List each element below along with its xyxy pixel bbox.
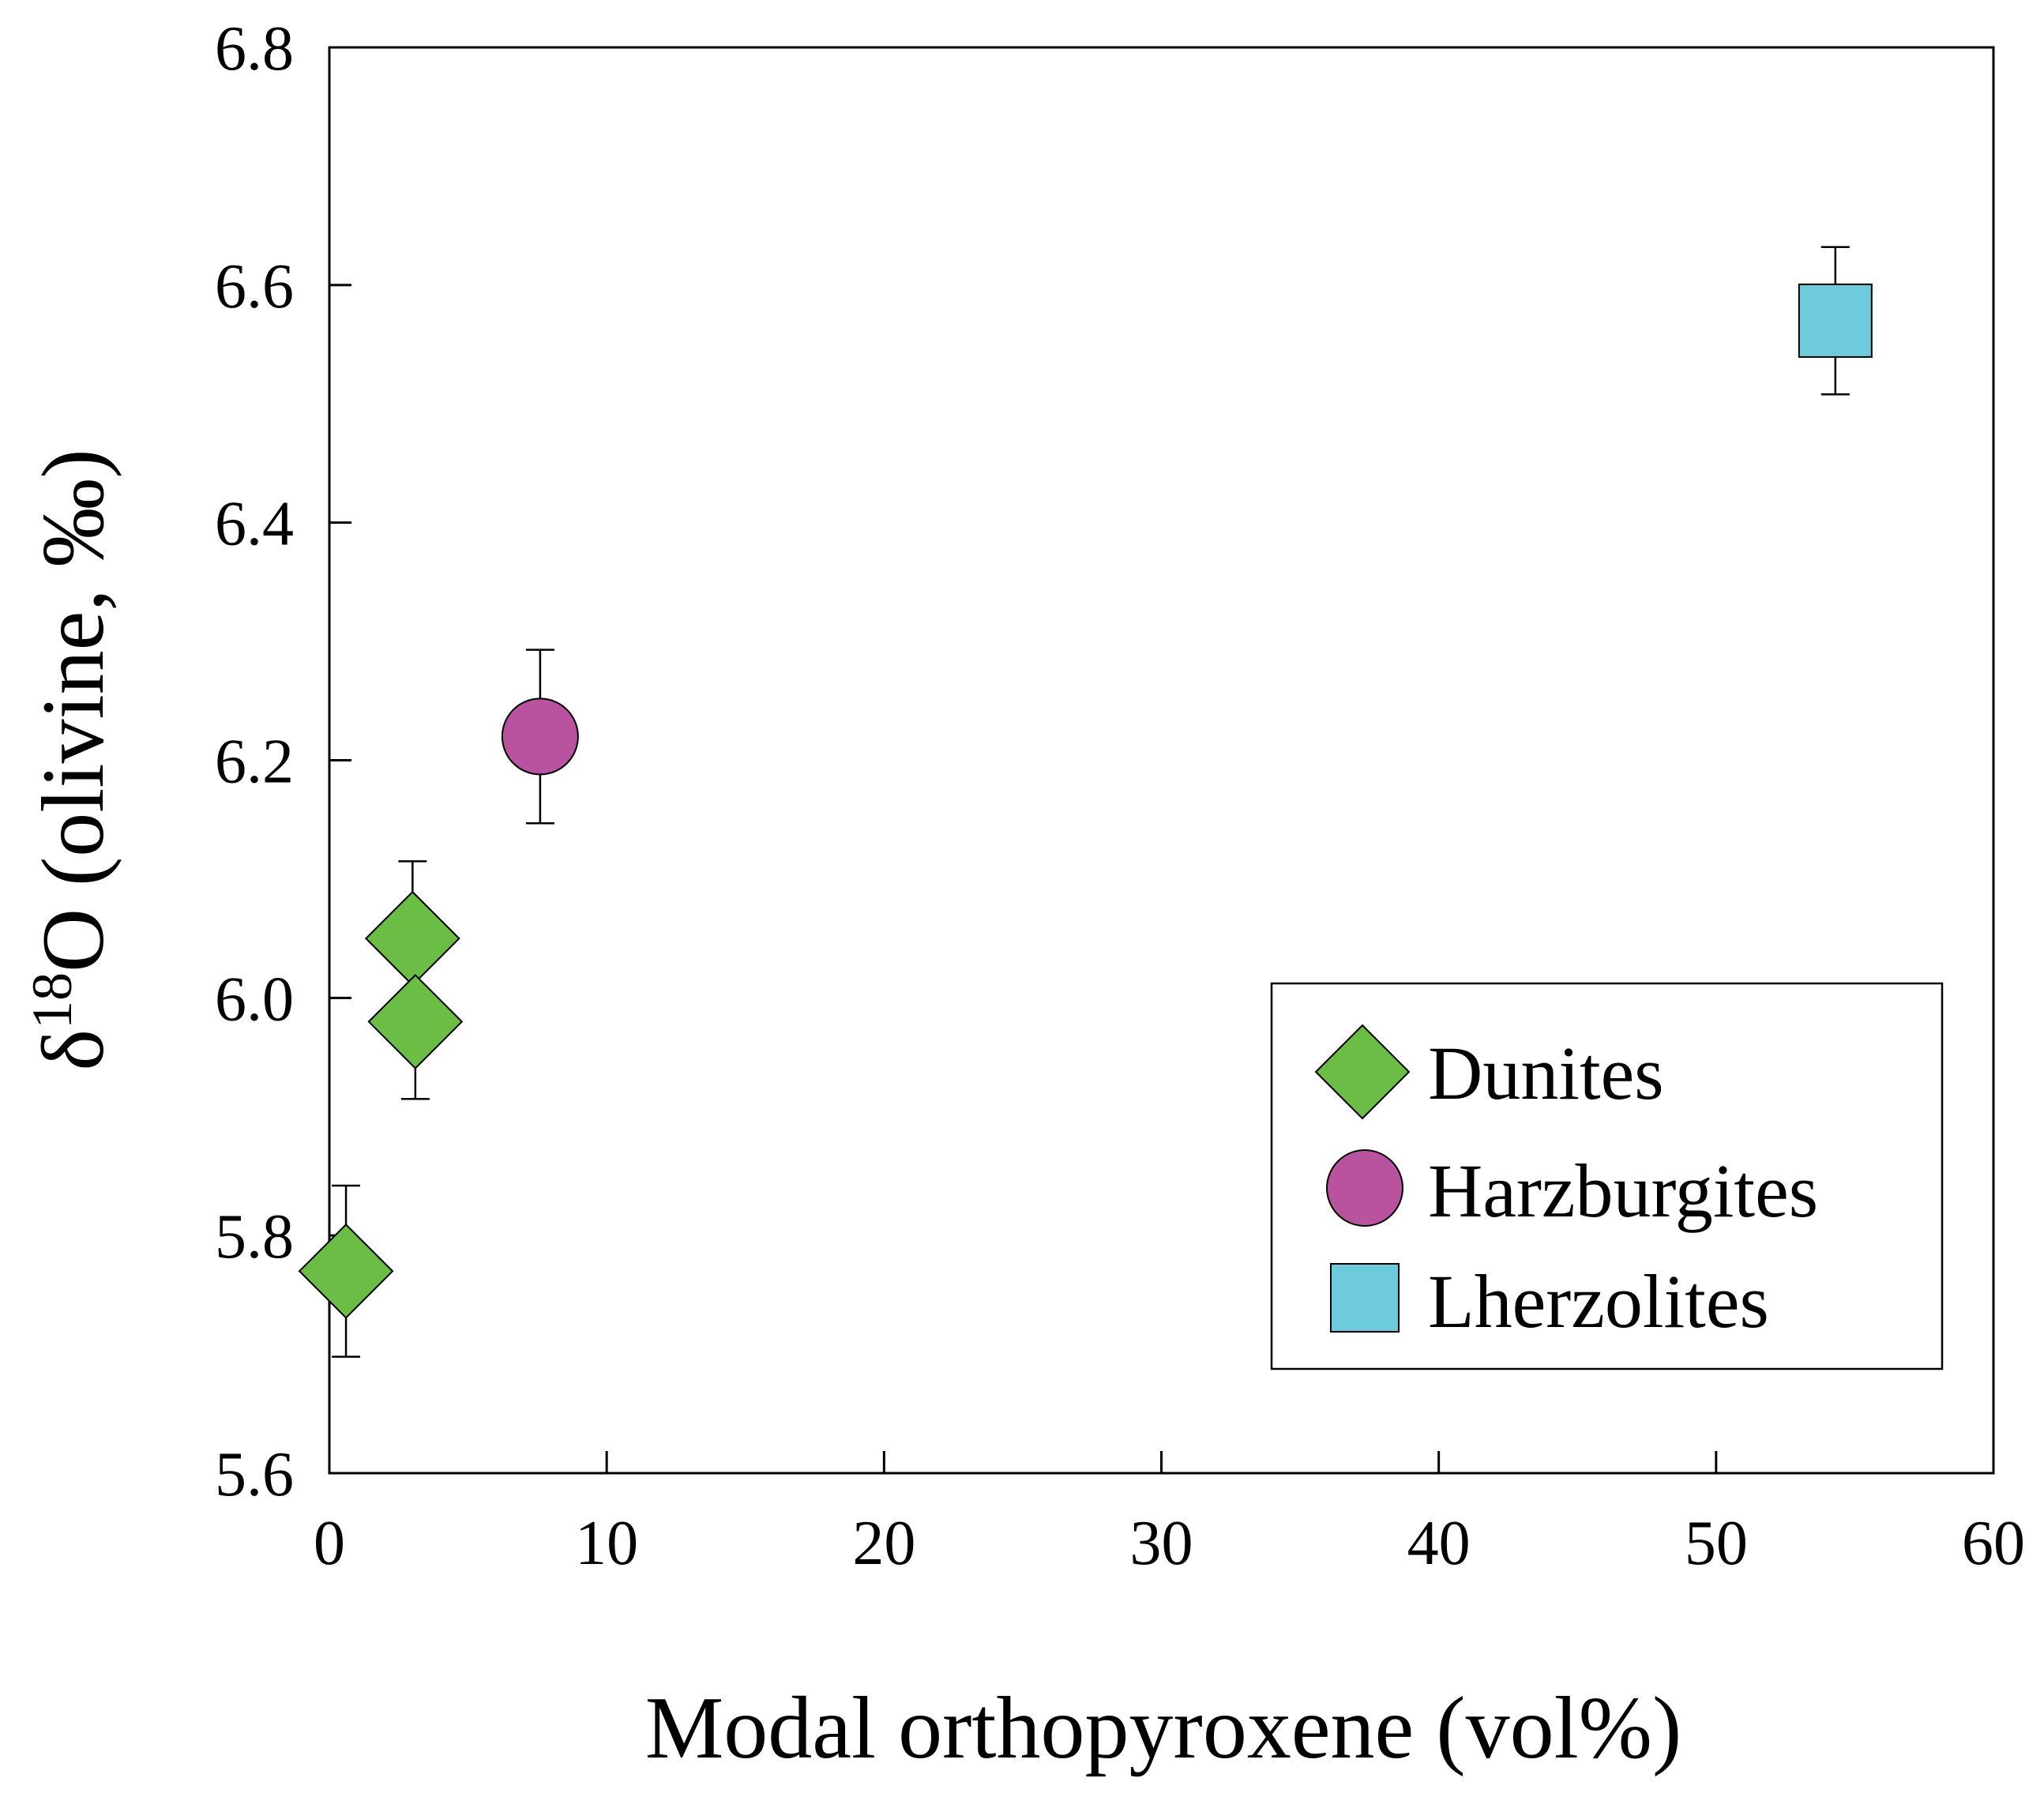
y-tick-label: 6.2: [215, 727, 294, 797]
x-axis-title: Modal orthopyroxene (vol%): [645, 1679, 1682, 1777]
legend-harzburgites-label: Harzburgites: [1428, 1149, 1818, 1233]
x-tick-label: 10: [575, 1509, 638, 1578]
legend-dunites-marker: [1314, 1024, 1411, 1120]
y-tick-label: 6.0: [215, 964, 294, 1034]
legend-lherzolites-marker: [1330, 1263, 1400, 1333]
dunites-point: [367, 974, 464, 1070]
y-tick-label: 6.6: [215, 252, 294, 321]
y-tick-label: 5.6: [215, 1440, 294, 1509]
legend-dunites-label: Dunites: [1428, 1031, 1664, 1115]
legend: Dunites Harzburgites Lherzolites: [1270, 982, 1944, 1370]
x-tick-label: 40: [1407, 1509, 1471, 1578]
dunites-point: [298, 1223, 394, 1319]
x-tick-label: 30: [1130, 1509, 1193, 1578]
legend-harzburgites-marker: [1326, 1149, 1403, 1227]
legend-lherzolites-label: Lherzolites: [1428, 1259, 1769, 1344]
x-tick-label: 20: [852, 1509, 915, 1578]
y-axis-title-prefix: δ: [24, 1029, 122, 1071]
lherzolites-point: [1798, 283, 1873, 358]
y-tick-label: 6.8: [215, 14, 294, 84]
y-axis-title-main: O (olivine, ‰): [24, 449, 122, 972]
harzburgites-point: [501, 697, 579, 776]
x-tick-label: 0: [314, 1509, 345, 1578]
y-axis-title-superscript: 18: [21, 972, 84, 1029]
x-tick-label: 60: [1962, 1509, 2025, 1578]
axis-tick-labels: 0 10 20 30 40 50 60 5.6 5.8 6.0 6.2 6.4 6.6 6.8: [215, 14, 2025, 1578]
x-tick-label: 50: [1685, 1509, 1748, 1578]
data-markers: [298, 283, 1873, 1319]
y-tick-label: 5.8: [215, 1202, 294, 1272]
y-tick-label: 6.4: [215, 490, 294, 559]
y-axis-title: δ18O (olivine, ‰): [21, 449, 122, 1070]
